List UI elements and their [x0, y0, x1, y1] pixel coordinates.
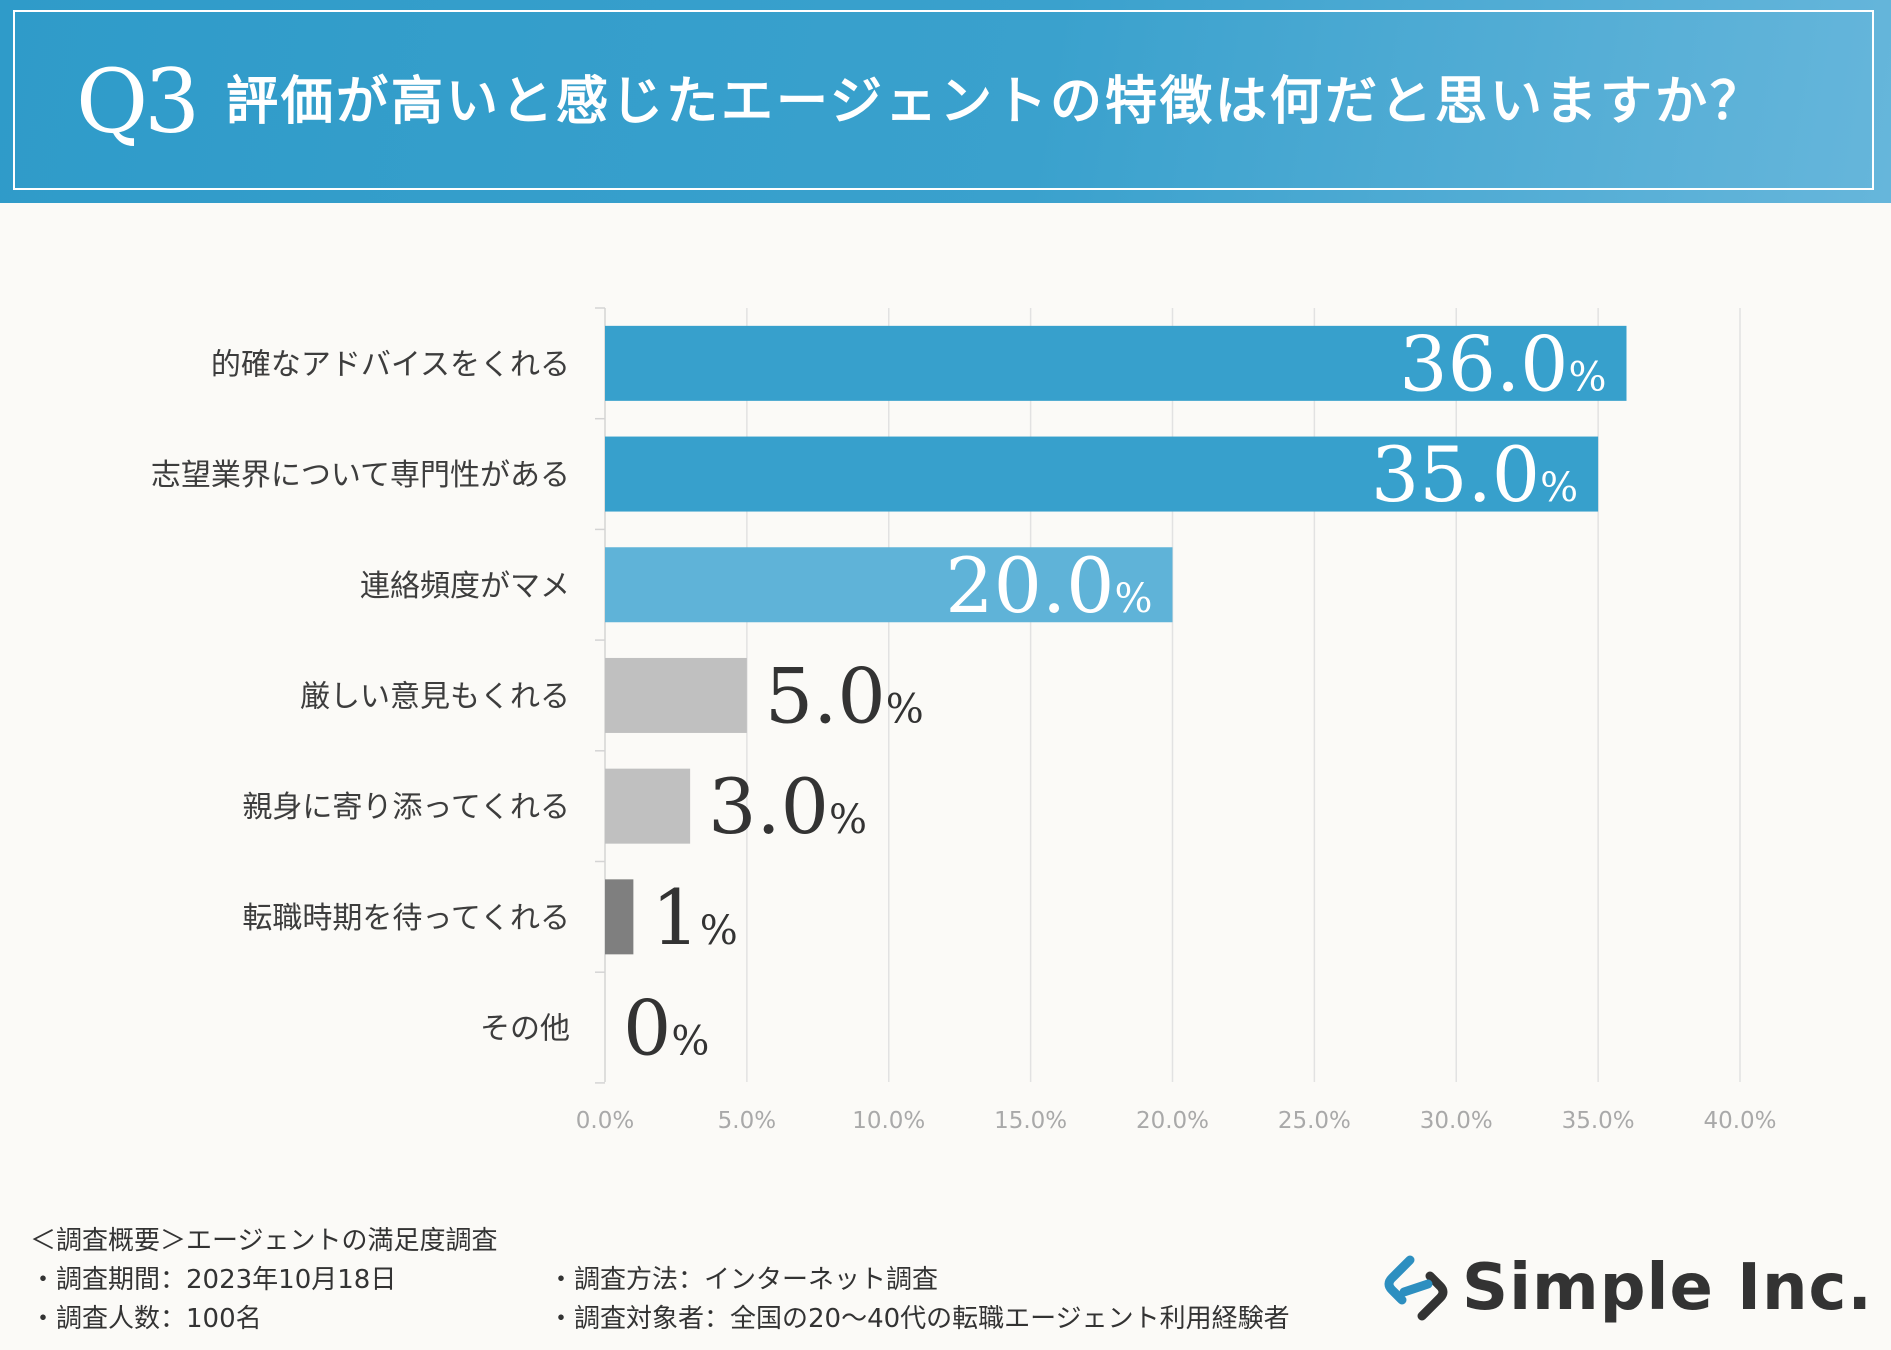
value-number: 36.0 [1399, 319, 1568, 408]
value-number: 35.0 [1371, 430, 1540, 519]
value-label: 35.0% [1371, 430, 1578, 519]
x-tick-label: 35.0% [1562, 1108, 1635, 1134]
company-name: Simple Inc. [1462, 1251, 1873, 1325]
value-label: 5.0% [765, 651, 924, 740]
x-tick-label: 0.0% [576, 1108, 634, 1134]
category-labels: 的確なアドバイスをくれる志望業界について専門性がある連絡頻度がマメ厳しい意見もく… [151, 347, 570, 1046]
bar [605, 657, 747, 733]
value-number: 0 [623, 984, 671, 1073]
category-label: 連絡頻度がマメ [360, 569, 570, 604]
survey-method: ・調査方法：インターネット調査 [548, 1265, 939, 1295]
value-percent-sign: % [1540, 465, 1578, 511]
bar [605, 547, 1173, 623]
category-label: 転職時期を待ってくれる [242, 901, 570, 936]
header-frame [13, 10, 1874, 190]
survey-target: ・調査対象者：全国の20〜40代の転職エージェント利用経験者 [548, 1304, 1290, 1334]
value-percent-sign: % [1568, 354, 1606, 400]
category-label: その他 [480, 1012, 570, 1047]
survey-details: ・調査方法：インターネット調査 ・調査対象者：全国の20〜40代の転職エージェン… [548, 1261, 1290, 1339]
x-tick-label: 30.0% [1420, 1108, 1493, 1134]
simple-logo-icon [1384, 1255, 1448, 1321]
overview-title: ＜調査概要＞エージェントの満足度調査 [30, 1226, 498, 1256]
value-number: 3.0 [708, 762, 829, 851]
company-logo: Simple Inc. [1380, 1248, 1873, 1328]
x-tick-label: 10.0% [852, 1108, 925, 1134]
bar [605, 768, 691, 844]
value-percent-sign: % [829, 797, 867, 843]
header-banner: Q3 評価が高いと感じたエージェントの特徴は何だと思いますか？ [0, 0, 1891, 203]
question-title: 評価が高いと感じたエージェントの特徴は何だと思いますか？ [226, 72, 1765, 132]
category-label: 的確なアドバイスをくれる [211, 347, 570, 382]
value-label: 1% [651, 873, 737, 962]
value-percent-sign: % [1114, 576, 1152, 622]
bars [605, 325, 1627, 955]
value-label: 0% [623, 984, 709, 1073]
value-label: 36.0% [1399, 319, 1606, 408]
value-number: 20.0 [945, 541, 1114, 630]
value-percent-sign: % [700, 908, 738, 954]
value-labels: 36.0%35.0%20.0%5.0%3.0%1%0% [623, 319, 1607, 1072]
survey-count: ・調査人数：100名 [30, 1304, 262, 1334]
value-number: 1 [651, 873, 699, 962]
x-tick-label: 40.0% [1703, 1108, 1776, 1134]
x-tick-label: 20.0% [1136, 1108, 1209, 1134]
survey-overview: ＜調査概要＞エージェントの満足度調査 ・調査期間：2023年10月18日 ・調査… [30, 1222, 497, 1339]
value-label: 20.0% [945, 541, 1152, 630]
x-tick-label: 25.0% [1278, 1108, 1351, 1134]
bar [605, 325, 1627, 401]
value-label: 3.0% [708, 762, 867, 851]
category-label: 志望業界について専門性がある [151, 458, 570, 493]
bar [605, 436, 1599, 512]
question-number: Q3 [76, 50, 200, 153]
value-percent-sign: % [671, 1019, 709, 1065]
survey-period: ・調査期間：2023年10月18日 [30, 1265, 397, 1295]
category-label: 親身に寄り添ってくれる [242, 790, 570, 825]
value-number: 5.0 [765, 651, 886, 740]
x-tick-label: 5.0% [718, 1108, 776, 1134]
x-tick-label: 15.0% [994, 1108, 1067, 1134]
bar [605, 879, 634, 955]
category-label: 厳しい意見もくれる [300, 679, 570, 714]
x-axis-ticks: 0.0% 5.0% 10.0% 15.0% 20.0% 25.0% 30.0% 35.0% 40… [576, 1108, 1777, 1134]
value-percent-sign: % [886, 686, 924, 732]
bar-chart: 的確なアドバイスをくれる志望業界について専門性がある連絡頻度がマメ厳しい意見もく… [151, 307, 1777, 1134]
